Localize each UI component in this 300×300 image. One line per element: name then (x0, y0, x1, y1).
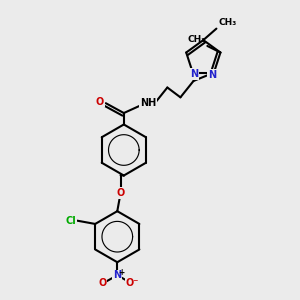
Text: O: O (98, 278, 107, 289)
Text: NH: NH (140, 98, 157, 108)
Text: N: N (208, 70, 216, 80)
Text: CH₃: CH₃ (188, 35, 206, 44)
Text: N: N (190, 69, 198, 79)
Text: O⁻: O⁻ (125, 278, 139, 289)
Text: Cl: Cl (66, 216, 77, 226)
Text: +: + (118, 268, 125, 277)
Text: CH₃: CH₃ (218, 18, 236, 27)
Text: O: O (116, 188, 125, 198)
Text: N: N (113, 270, 121, 280)
Text: O: O (96, 97, 104, 106)
